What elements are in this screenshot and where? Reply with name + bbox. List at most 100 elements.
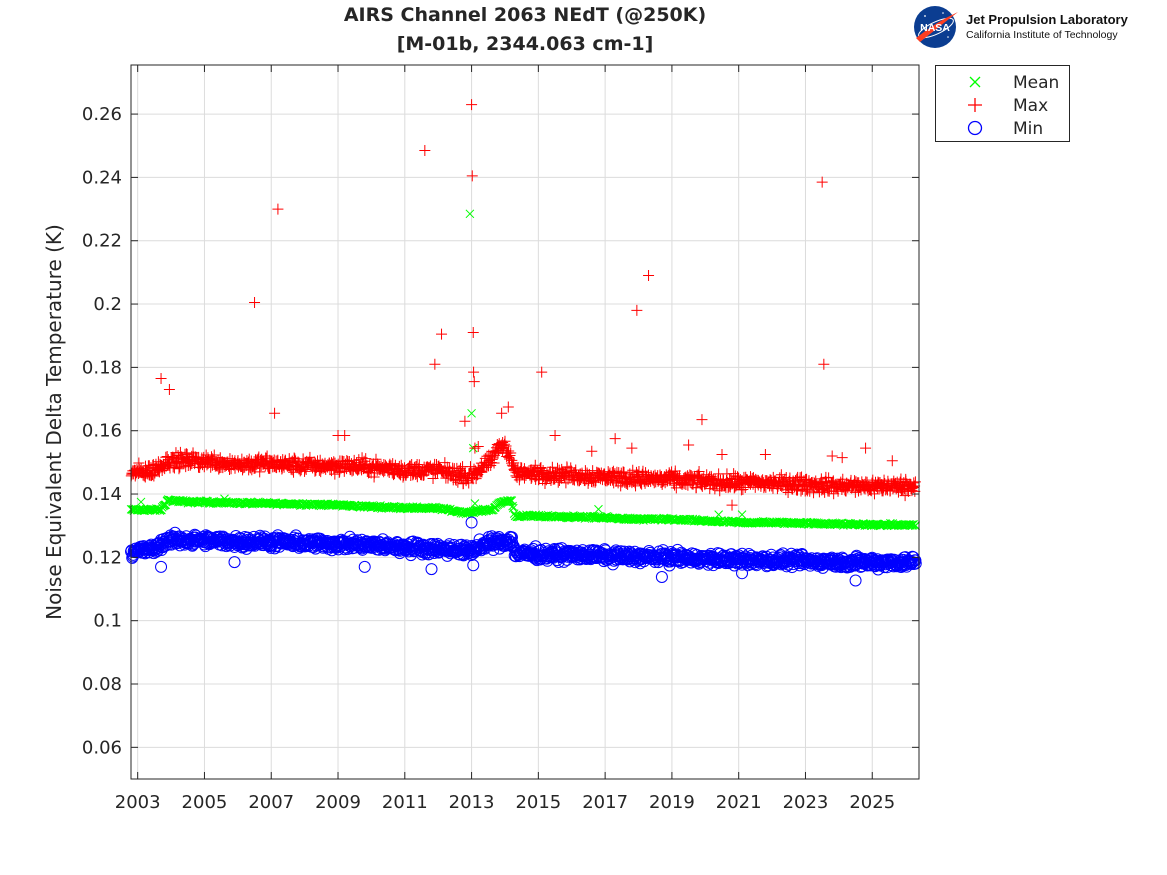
series-min-outlier <box>228 556 241 569</box>
series-max-point <box>506 454 518 466</box>
series-max-point <box>348 454 360 466</box>
series-max-outlier <box>609 433 621 445</box>
y-axis-label: Noise Equivalent Delta Temperature (K) <box>42 224 66 620</box>
series-mean <box>126 209 921 531</box>
series-min-point <box>906 556 919 569</box>
series-max-point <box>455 462 467 474</box>
series-max-outlier <box>886 455 898 467</box>
jpl-name: Jet Propulsion Laboratory <box>966 12 1128 27</box>
x-tick-label: 2007 <box>248 792 294 813</box>
series-max-point <box>618 466 630 478</box>
series-max-outlier <box>155 372 167 384</box>
series-max-outlier <box>626 442 638 454</box>
nasa-meatball-icon: NASA <box>914 6 958 48</box>
x-tick-label: 2003 <box>115 792 161 813</box>
y-tick-label: 0.08 <box>82 674 122 695</box>
series-max-outlier <box>586 445 598 457</box>
series-max <box>125 99 921 511</box>
series-min-outlier <box>736 567 749 580</box>
series-max-point <box>909 485 921 497</box>
x-tick-label: 2023 <box>783 792 829 813</box>
x-tick-label: 2015 <box>515 792 561 813</box>
series-max-point <box>439 457 451 469</box>
x-tick-label: 2005 <box>182 792 228 813</box>
series-max-point <box>304 451 316 463</box>
y-tick-label: 0.2 <box>93 294 122 315</box>
series-max-outlier <box>818 358 830 370</box>
jpl-subtitle: California Institute of Technology <box>966 29 1118 41</box>
series-max-point <box>148 470 160 482</box>
series-max-point <box>908 477 920 489</box>
series-min-point <box>599 548 612 561</box>
x-axis-ticks: 2003 2005 2007 2009 2011 2013 2015 2017 2019 2021… <box>115 65 895 813</box>
series-max-outlier <box>163 384 175 396</box>
x-tick-label: 2019 <box>649 792 695 813</box>
series-max-point <box>546 461 558 473</box>
y-tick-label: 0.18 <box>82 357 122 378</box>
series-min <box>125 516 922 587</box>
legend-label: Mean <box>1013 73 1060 93</box>
x-tick-label: 2013 <box>449 792 495 813</box>
legend-item-min: Min <box>936 117 1071 139</box>
series-max-outlier <box>249 296 261 308</box>
series-min-outlier <box>467 559 480 572</box>
series-max-outlier <box>467 327 479 339</box>
series-mean-outlier <box>467 408 476 418</box>
series-max-outlier <box>459 415 471 427</box>
series-max-point <box>499 435 511 447</box>
series-max-point <box>529 459 541 471</box>
y-tick-label: 0.16 <box>82 421 122 442</box>
series-mean-outlier <box>737 510 747 519</box>
series-mean-outlier <box>714 510 724 519</box>
series-mean-outlier <box>220 494 229 504</box>
legend-item-mean: Mean <box>936 71 1071 93</box>
series-max-point <box>173 463 185 475</box>
y-tick-label: 0.06 <box>82 737 122 758</box>
series-min-outlier <box>465 516 478 529</box>
series-max-point <box>669 465 681 477</box>
series-max-point <box>430 468 442 480</box>
series-max-outlier <box>726 499 738 511</box>
series-max-point <box>622 478 634 490</box>
series-max-point <box>511 471 523 483</box>
series-max-outlier <box>472 441 484 453</box>
y-tick-label: 0.24 <box>82 167 122 188</box>
series-max-outlier <box>502 401 514 413</box>
series-max-point <box>503 445 515 457</box>
nasa-badge-text: NASA <box>920 22 950 34</box>
series-max-outlier <box>536 366 548 378</box>
y-tick-label: 0.1 <box>93 611 122 632</box>
chart-subtitle: [M-01b, 2344.063 cm-1] <box>396 33 654 55</box>
series-min-outlier <box>655 570 668 583</box>
y-axis-ticks: 0.06 0.08 0.1 0.12 0.14 0.16 0.18 0.2 0.22 0.24 0.… <box>82 104 919 758</box>
series-max-point <box>704 478 716 490</box>
series-max-point <box>693 465 705 477</box>
series-max-point <box>329 468 341 480</box>
legend-marker-circle <box>967 120 983 136</box>
series-max-point <box>828 488 840 500</box>
series-max-outlier <box>466 99 478 111</box>
series-max-outlier <box>860 442 872 454</box>
y-tick-label: 0.26 <box>82 104 122 125</box>
series-max-point <box>476 466 488 478</box>
series-max-point <box>590 475 602 487</box>
series-mean-point <box>508 501 517 511</box>
series-max-outlier <box>339 429 351 441</box>
series-min-point <box>909 557 922 570</box>
series-max-outlier <box>696 414 708 426</box>
series-mean-point <box>508 503 518 513</box>
series-max-point <box>505 447 517 459</box>
series-max-point <box>168 462 180 474</box>
legend: Mean Max Min <box>935 65 1070 142</box>
x-tick-label: 2011 <box>382 792 428 813</box>
series-mean-outlier <box>724 516 734 526</box>
series-max-outlier <box>468 366 480 378</box>
series-min-outlier <box>849 574 862 587</box>
series-max-outlier <box>631 304 643 316</box>
series-max-point <box>884 485 896 497</box>
series-max-point <box>808 487 820 499</box>
series-max-point <box>153 466 165 478</box>
series-mean-point <box>485 505 495 514</box>
